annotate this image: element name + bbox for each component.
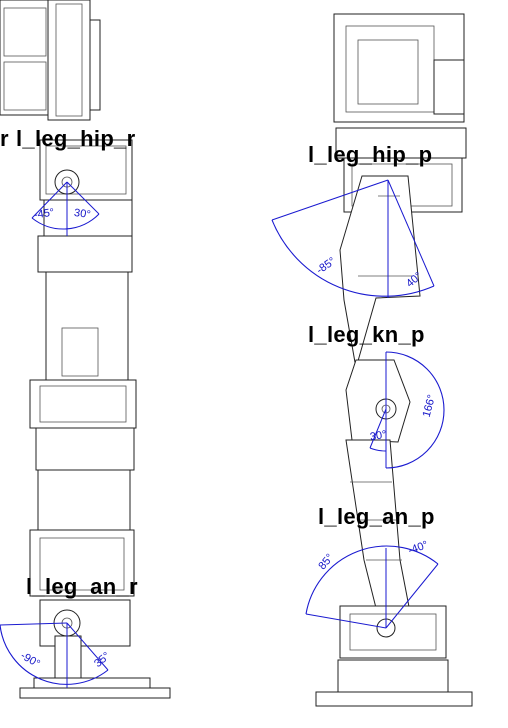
front-knee-inner (39, 385, 127, 423)
front-hip-motor-panel-2 (3, 61, 47, 111)
side-hip-pitch-range (271, 179, 435, 298)
front-shin-body (37, 469, 131, 539)
side-ankle-pitch-range (305, 545, 439, 629)
side-view-leg (315, 13, 473, 707)
front-knee-housing (29, 379, 137, 429)
side-knee-pitch-range (369, 351, 445, 469)
front-shin-lower (29, 529, 135, 597)
front-shin-inner (39, 537, 125, 591)
front-knee-bracket (35, 427, 135, 471)
side-foot-block (337, 659, 449, 693)
front-hip-motor-body (0, 0, 51, 116)
front-foot-plate (19, 687, 171, 699)
hip-r-pos-angle: 30° (73, 206, 92, 222)
joint-label-hip-p: l_leg_hip_p (308, 142, 433, 167)
front-thigh-body (45, 271, 129, 383)
front-hip-joint-inner (45, 145, 127, 195)
front-hip-roll-range (31, 181, 100, 236)
joint-label-an-r: l_leg_an_r (26, 574, 138, 599)
side-ankle-inner (349, 613, 437, 651)
front-foot-top (33, 677, 151, 689)
front-hip-bracket-inner (55, 3, 83, 117)
side-hip-motor-flange (433, 59, 465, 115)
front-hip-side-plate (89, 19, 101, 111)
side-thigh-outline (339, 175, 421, 369)
side-hip-yoke (335, 127, 467, 159)
joint-label-kn-p: l_leg_kn_p (308, 322, 425, 347)
front-ankle-roll-range (0, 622, 109, 688)
side-foot-plate (315, 691, 473, 707)
front-thigh-flange (37, 235, 133, 273)
joint-label-an-p: l_leg_an_p (318, 504, 435, 529)
side-hip-motor-core (357, 39, 419, 105)
front-hip-motor-panel (3, 7, 47, 57)
joint-label-hip-r-prefix: r (0, 126, 9, 151)
front-view-leg (0, 0, 171, 699)
joint-label-hip-r: l_leg_hip_r (16, 126, 136, 151)
side-knee-housing (345, 359, 411, 443)
front-hip-bracket (47, 0, 91, 121)
front-thigh-window (61, 327, 99, 377)
